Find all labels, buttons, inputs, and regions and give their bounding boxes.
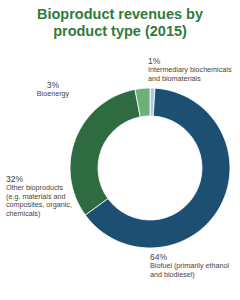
percent-label: 1% [148,56,238,66]
slice [70,89,140,215]
title: Bioproduct revenues by product type (201… [10,6,230,40]
percent-label: 32% [6,174,72,184]
chart [0,0,240,300]
data-label: 32%Other bioproducts (e.g. materials and… [6,174,72,218]
category-label: Bioenergy [37,89,69,98]
percent-label: 3% [30,80,76,90]
data-label: 1%Intermediary biochemicals and biomater… [148,56,238,83]
category-label: Biofuel (primarily ethanol and biodiesel… [150,261,229,279]
slice [135,88,150,117]
data-label: 3%Bioenergy [30,80,76,99]
category-label: Other bioproducts (e.g. materials and co… [6,183,72,218]
percent-label: 64% [150,252,238,262]
slices [70,88,230,248]
category-label: Intermediary biochemicals and biomateria… [148,65,232,83]
data-label: 64%Biofuel (primarily ethanol and biodie… [150,252,238,279]
